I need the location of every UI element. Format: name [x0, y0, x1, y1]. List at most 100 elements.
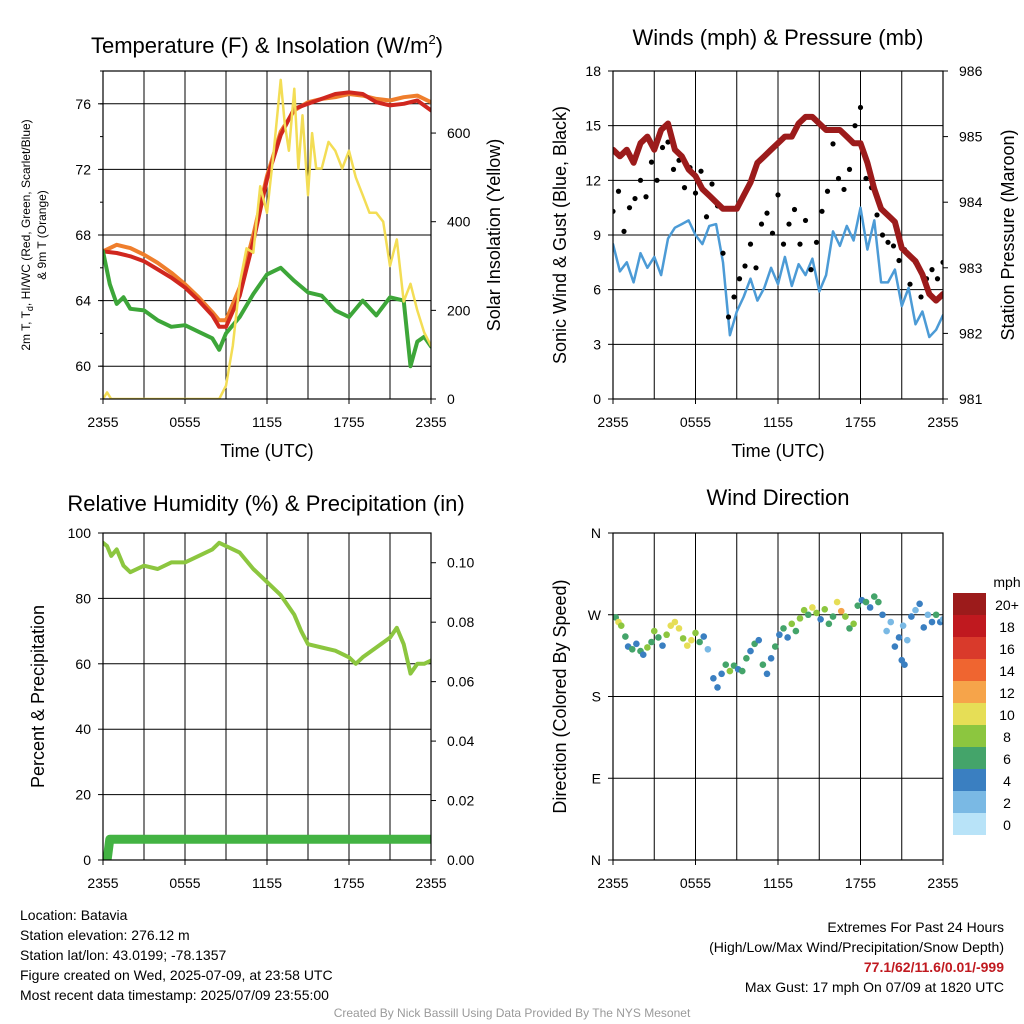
temperature-y2tick-label: 400 — [447, 214, 471, 230]
gust-point — [626, 205, 633, 211]
2m-t-line — [103, 90, 431, 329]
humidity-y2tick-label: 0.08 — [447, 614, 474, 630]
temperature-y2tick-label: 0 — [447, 391, 455, 407]
humidity-xtick-label: 2355 — [415, 875, 446, 891]
temperature-plot-area — [103, 78, 431, 399]
extremes-values: 77.1/62/11.6/0.01/-999 — [863, 959, 1004, 975]
winds-ytick-label: 6 — [593, 282, 601, 298]
colorbar-label: 10 — [999, 707, 1015, 723]
temperature-xlabel: Time (UTC) — [220, 441, 313, 461]
wind-direction-point — [722, 661, 730, 669]
gust-point — [769, 230, 776, 236]
station-info: Location: Batavia Station elevation: 276… — [20, 905, 333, 1005]
gust-point — [753, 265, 759, 271]
humidity-plot-area — [103, 540, 431, 860]
wind-direction-point — [788, 620, 796, 628]
winds-ytick-label: 0 — [593, 391, 601, 407]
gust-point — [907, 281, 913, 287]
humidity-xtick-label: 2355 — [87, 875, 118, 891]
colorbar-swatch — [953, 791, 986, 813]
temperature-xtick-label: 2355 — [87, 414, 118, 430]
colorbar-label: 2 — [1003, 795, 1011, 811]
colorbar-swatch — [953, 725, 986, 747]
wind-direction-point — [829, 613, 837, 620]
wind-direction-point — [895, 634, 903, 641]
gust-point — [643, 194, 649, 200]
winds-y2tick-label: 982 — [959, 325, 983, 341]
wind-direction-point — [718, 670, 725, 678]
wind-direction-point — [639, 651, 647, 659]
winds-xtick-label: 1755 — [845, 414, 876, 430]
winds-plot-area — [613, 104, 943, 339]
wind-direction-point — [755, 636, 763, 644]
wind-direction-point — [648, 638, 655, 646]
wind-direction-point — [813, 609, 820, 617]
wind-direction-point — [771, 643, 779, 650]
gust-point — [934, 276, 941, 282]
gust-point — [918, 294, 924, 300]
winds-xtick-label: 2355 — [597, 414, 628, 430]
gust-point — [665, 139, 671, 145]
winds-xtick-label: 2355 — [927, 414, 958, 430]
wind-direction-point — [700, 633, 708, 640]
direction-plot-area — [613, 593, 943, 691]
colorbar-swatch — [953, 593, 986, 615]
wind-direction-point — [628, 645, 636, 653]
direction-ytick-label: S — [592, 689, 601, 705]
colorbar-swatch — [953, 637, 986, 659]
wind-direction-point — [870, 593, 878, 600]
temperature-title-tail: ) — [436, 33, 443, 58]
colorbar-swatch — [953, 813, 986, 835]
humidity-xtick-label: 1755 — [333, 875, 364, 891]
humidity-xtick-label: 0555 — [169, 875, 200, 891]
winds-ylabel: Sonic Wind & Gust (Blue, Black) — [550, 106, 570, 364]
gust-point — [637, 177, 644, 183]
gust-point — [857, 104, 864, 111]
created-text: Figure created on Wed, 2025-07-09, at 23… — [20, 967, 333, 983]
winds-title: Winds (mph) & Pressure (mb) — [633, 25, 924, 50]
wind-direction-point — [784, 634, 791, 641]
temperature-ytick-label: 60 — [75, 358, 91, 374]
wind-direction-point — [622, 633, 629, 640]
humidity-ytick-label: 100 — [68, 525, 92, 541]
colorbar-swatch — [953, 615, 986, 637]
wind-direction-point — [928, 618, 936, 626]
colorbar-label: 0 — [1003, 817, 1011, 833]
gust-point — [692, 190, 699, 196]
gust-point — [659, 144, 666, 151]
extremes-subtitle: (High/Low/Max Wind/Precipitation/Snow De… — [709, 939, 1004, 955]
relative-humidity-line — [103, 540, 431, 676]
gust-point — [791, 206, 798, 213]
humidity-y2tick-label: 0.10 — [447, 555, 474, 571]
winds-ytick-label: 18 — [585, 63, 601, 79]
gust-point — [846, 166, 853, 172]
gust-point — [720, 250, 726, 256]
winds-ytick-label: 12 — [585, 172, 601, 188]
wind-direction-point — [891, 643, 899, 650]
direction-ytick-label: W — [588, 607, 602, 623]
recent-text: Most recent data timestamp: 2025/07/09 2… — [20, 987, 329, 1003]
direction-ytick-label: N — [591, 525, 601, 541]
gust-point — [780, 241, 787, 247]
gust-point — [835, 175, 842, 182]
gust-point — [621, 228, 627, 234]
direction-title: Wind Direction — [706, 485, 849, 510]
temperature-ylabel-line2: & 9m T (Orange) — [35, 190, 49, 280]
credit-text: Created By Nick Bassill Using Data Provi… — [333, 1006, 691, 1020]
gust-point — [885, 239, 891, 245]
wind-direction-point — [833, 598, 841, 606]
gust-point — [813, 239, 820, 245]
wind-direction-point — [887, 618, 895, 626]
wind-direction-point — [675, 625, 683, 632]
direction-ytick-label: N — [591, 852, 601, 868]
temperature-y2tick-label: 200 — [447, 302, 471, 318]
winds-y2tick-label: 984 — [959, 194, 983, 210]
temperature-xtick-label: 2355 — [415, 414, 446, 430]
extremes-info: Extremes For Past 24 Hours (High/Low/Max… — [709, 917, 1004, 997]
gust-point — [764, 210, 770, 216]
temperature-ylabel-part: , HI/WC (Red, Green, Scarlet/Blue) — [19, 119, 33, 306]
humidity-title: Relative Humidity (%) & Precipitation (i… — [67, 491, 464, 516]
temperature-ylabel: 2m T, Td, HI/WC (Red, Green, Scarlet/Blu… — [19, 119, 35, 350]
humidity-ytick-label: 60 — [75, 656, 91, 672]
colorbar-swatch — [953, 659, 986, 681]
